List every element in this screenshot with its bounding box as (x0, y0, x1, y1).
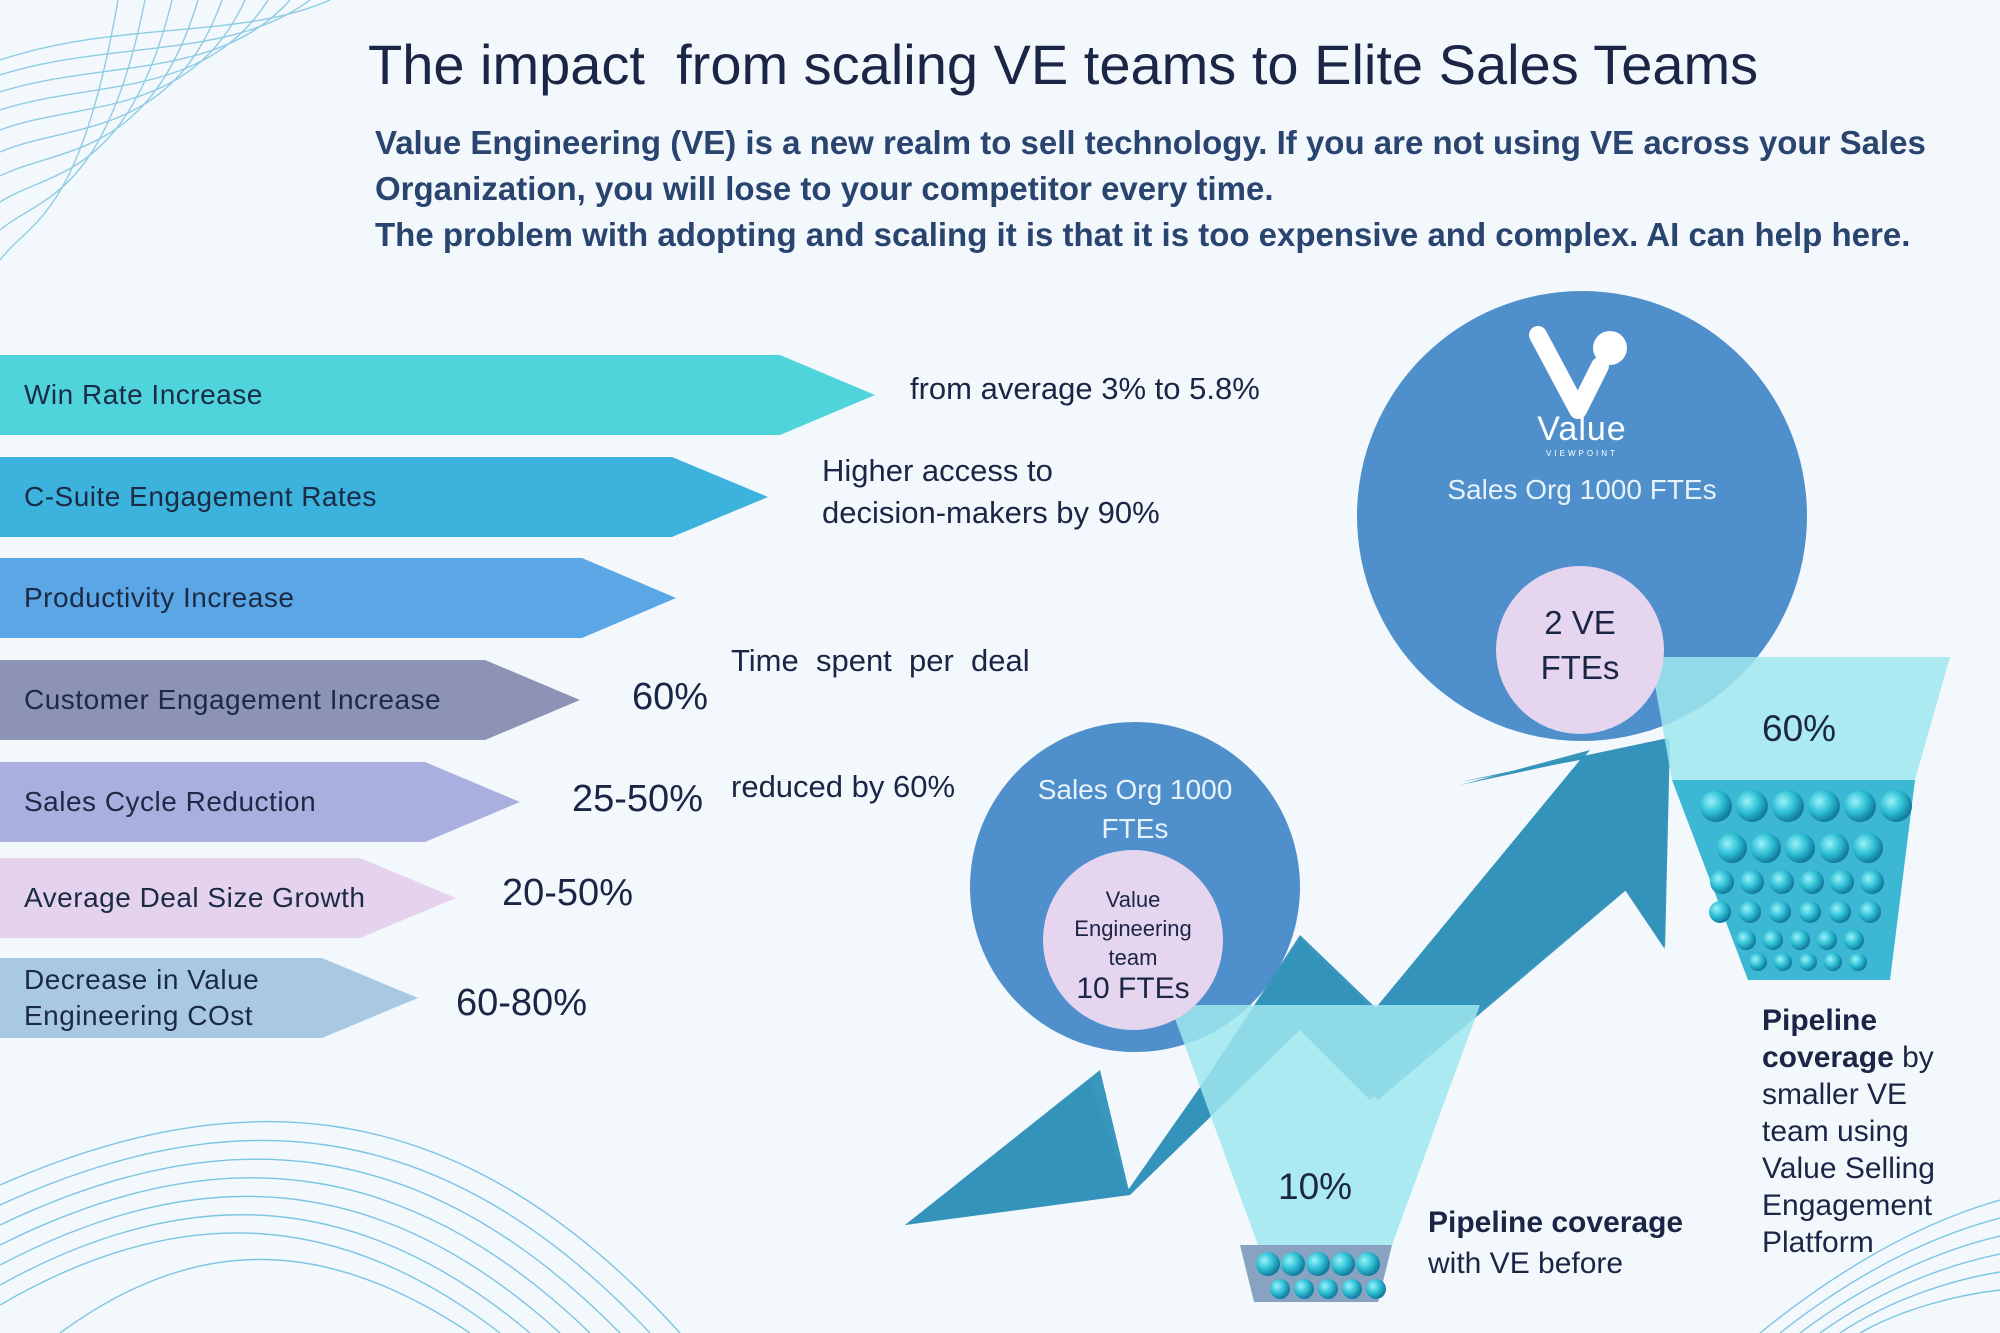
funnel-ball (1709, 901, 1731, 923)
before-org-label: Sales Org 1000 FTEs (1037, 774, 1233, 844)
funnel-ball (1736, 790, 1768, 822)
intro-line-1: Value Engineering (VE) is a new realm to… (375, 124, 1926, 207)
metric-label: Average Deal Size Growth (24, 882, 366, 913)
metric-value-productivity: Time spent per deal reduced by 60% (731, 643, 1030, 804)
funnel-ball (1819, 833, 1849, 863)
funnel-ball (1717, 833, 1747, 863)
funnel-ball (1844, 790, 1876, 822)
metric-arrow-sales-cycle: Sales Cycle Reduction (0, 762, 520, 842)
after-org-circle (1357, 291, 1807, 741)
before-coverage-pct: 10% (1278, 1166, 1353, 1207)
funnel-ball (1763, 930, 1783, 950)
after-caption: Pipeline coverage by smaller VE team usi… (1762, 1004, 1935, 1259)
funnel-ball (1342, 1279, 1362, 1299)
funnel-ball (1799, 953, 1817, 971)
metric-label: Customer Engagement Increase (24, 684, 442, 715)
metric-arrow-productivity: Productivity Increase (0, 558, 676, 638)
funnel-ball (1318, 1279, 1338, 1299)
metric-arrow-deal-size: Average Deal Size Growth (0, 858, 456, 938)
before-team-circle (1043, 850, 1223, 1030)
funnel-ball (1859, 901, 1881, 923)
logo-subtext: VIEWPOINT (1546, 449, 1618, 458)
logo-text: Value (1537, 410, 1627, 448)
metric-label: Sales Cycle Reduction (24, 786, 317, 817)
funnel-ball (1270, 1279, 1290, 1299)
before-funnel (1170, 1005, 1480, 1245)
funnel-ball (1799, 901, 1821, 923)
funnel-ball (1800, 870, 1824, 894)
value-viewpoint-logo (1529, 326, 1627, 419)
funnel-ball (1844, 930, 1864, 950)
after-coverage-pct: 60% (1762, 708, 1837, 749)
funnel-ball (1774, 953, 1792, 971)
intro-line-2: The problem with adopting and scaling it… (375, 216, 1911, 253)
funnel-ball (1880, 790, 1912, 822)
funnel-ball (1849, 953, 1867, 971)
funnel-ball (1306, 1252, 1330, 1276)
before-team-label: Value Engineering team (1074, 887, 1192, 970)
after-team-size: 2 VE FTEs (1540, 604, 1620, 686)
funnel-ball (1749, 953, 1767, 971)
funnel-ball (1830, 870, 1854, 894)
funnel-ball (1710, 870, 1734, 894)
funnel-ball (1736, 930, 1756, 950)
funnel-ball (1740, 870, 1764, 894)
funnel-ball (1739, 901, 1761, 923)
metric-label: Productivity Increase (24, 582, 295, 613)
funnel-ball (1770, 870, 1794, 894)
metric-arrow-win-rate: Win Rate Increase (0, 355, 875, 435)
metric-value-win-rate: from average 3% to 5.8% (910, 371, 1260, 406)
intro-text: Value Engineering (VE) is a new realm to… (375, 120, 1935, 258)
funnel-ball (1817, 930, 1837, 950)
funnel-ball (1769, 901, 1791, 923)
funnel-ball (1294, 1279, 1314, 1299)
metric-arrow-ve-cost: Decrease in Value Engineering COst (0, 958, 418, 1038)
funnel-ball (1824, 953, 1842, 971)
metric-value-customer-engagement: 60% (632, 676, 709, 718)
funnel-ball (1700, 790, 1732, 822)
metric-label: Win Rate Increase (24, 379, 263, 410)
funnel-ball (1751, 833, 1781, 863)
funnel-ball (1785, 833, 1815, 863)
page-title: The impact from scaling VE teams to Elit… (368, 33, 1759, 96)
funnel-ball (1860, 870, 1884, 894)
before-caption: Pipeline coverage with VE before (1428, 1206, 1684, 1280)
metric-label: C-Suite Engagement Rates (24, 481, 377, 512)
funnel-ball (1281, 1252, 1305, 1276)
metric-value-sales-cycle: 25-50% (572, 778, 703, 820)
funnel-ball (1790, 930, 1810, 950)
metric-value-deal-size: 20-50% (502, 872, 633, 914)
metric-arrow-c-suite: C-Suite Engagement Rates (0, 457, 768, 537)
funnel-ball (1808, 790, 1840, 822)
funnel-ball (1829, 901, 1851, 923)
funnel-ball (1331, 1252, 1355, 1276)
after-team-circle (1496, 566, 1664, 734)
after-org-label: Sales Org 1000 FTEs (1447, 474, 1717, 505)
funnel-ball (1366, 1279, 1386, 1299)
before-team-size: 10 FTEs (1076, 972, 1190, 1005)
metric-label: Decrease in Value Engineering COst (24, 964, 260, 1031)
funnel-ball (1853, 833, 1883, 863)
funnel-ball (1772, 790, 1804, 822)
funnel-ball (1356, 1252, 1380, 1276)
funnel-ball (1256, 1252, 1280, 1276)
metric-arrow-customer-engagement: Customer Engagement Increase (0, 660, 580, 740)
metric-value-ve-cost: 60-80% (456, 982, 587, 1024)
metric-value-c-suite: Higher access to decision-makers by 90% (822, 453, 1160, 530)
